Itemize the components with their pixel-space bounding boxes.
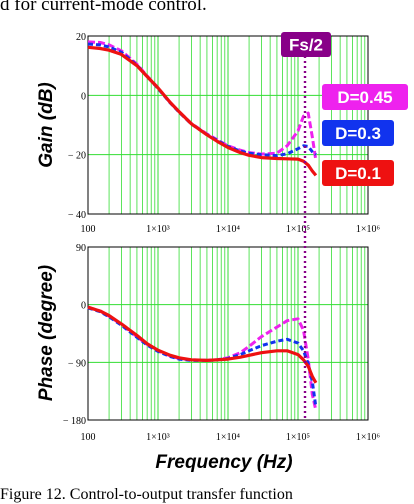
phase-plot: 100 1×10³ 1×10⁴ 1×10⁵ 1×10⁶ 90 0 − 90 − 180 Phase…	[36, 243, 381, 473]
y-tick-label: 20	[76, 32, 86, 43]
x-tick-label: 1×10⁵	[286, 432, 310, 443]
overlay-annotations: Fs/2 D=0.45 D=0.3 D=0.1	[281, 32, 408, 420]
legend-d03-badge-text: D=0.3	[335, 124, 381, 143]
y-axis-title: Gain (dB)	[36, 82, 57, 168]
legend-d03-badge: D=0.3	[322, 120, 394, 146]
y-axis-title: Phase (degree)	[36, 265, 57, 401]
fs-half-label: Fs/2	[281, 32, 331, 57]
plot-frame	[87, 246, 369, 421]
y-tick-label: − 40	[68, 210, 86, 221]
fs-half-label-text: Fs/2	[289, 36, 323, 55]
x-tick-label: 100	[81, 432, 96, 443]
x-tick-label: 1×10³	[146, 432, 170, 443]
series-line-d-0-1	[87, 305, 318, 384]
y-tick-label: − 90	[68, 358, 86, 369]
x-tick-label: 1×10⁴	[216, 224, 241, 235]
y-tick-label: 90	[76, 243, 86, 254]
legend-d045-badge: D=0.45	[322, 84, 408, 110]
legend-d045-badge-text: D=0.45	[337, 88, 392, 107]
legend-d03-badge-box	[322, 120, 394, 146]
fs-half-label-box	[281, 32, 331, 57]
legend-d045-badge-box	[322, 84, 408, 110]
top-text-fragment: d for current-mode control.	[0, 0, 207, 15]
x-axis-title: Frequency (Hz)	[155, 452, 292, 473]
gain-plot: 100 1×10³ 1×10⁴ 1×10⁵ 1×10⁶ 20 0 − 20 − 40 Gain (…	[36, 32, 381, 235]
x-tick-label: 100	[81, 224, 96, 235]
x-tick-label: 1×10⁶	[356, 224, 381, 235]
y-tick-label: 0	[81, 301, 86, 312]
x-tick-label: 1×10⁵	[286, 224, 310, 235]
y-tick-label: − 180	[63, 416, 86, 427]
series-line-d-0-1	[87, 45, 318, 177]
y-tick-label: 0	[81, 91, 86, 102]
x-tick-label: 1×10⁶	[356, 432, 381, 443]
y-tick-label: − 20	[68, 151, 86, 162]
figure-caption: Figure 12. Control-to-output transfer fu…	[0, 486, 293, 503]
x-tick-label: 1×10⁴	[216, 432, 241, 443]
legend-d01-badge: D=0.1	[322, 160, 394, 186]
legend-d01-badge-text: D=0.1	[335, 164, 381, 183]
x-tick-label: 1×10³	[146, 224, 170, 235]
legend-d01-badge-box	[322, 160, 394, 186]
